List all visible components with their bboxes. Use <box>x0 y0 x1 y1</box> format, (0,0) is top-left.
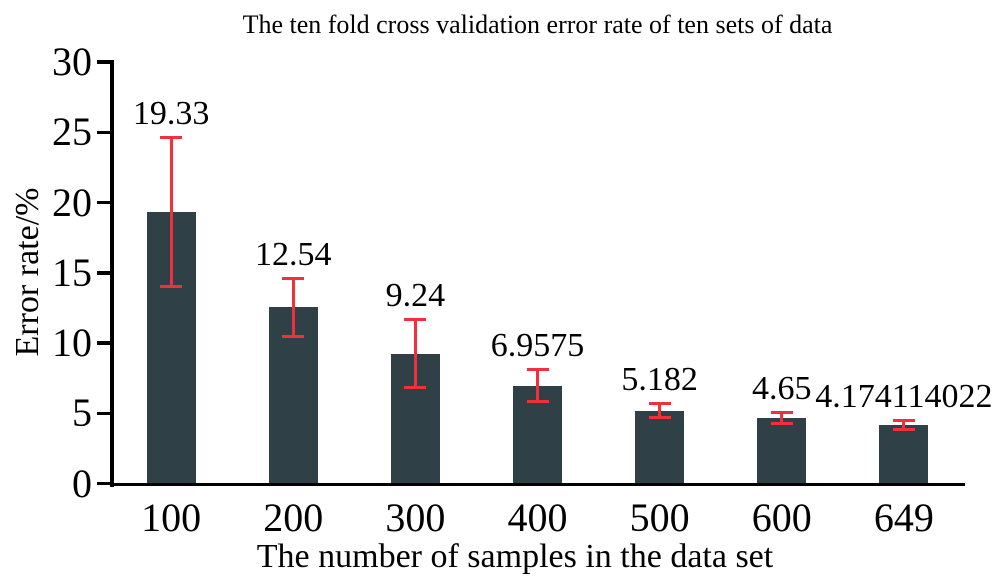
x-tick-label: 300 <box>385 495 446 540</box>
bar-value-label: 19.33 <box>132 95 210 133</box>
bar-value-label: 5.182 <box>621 361 698 399</box>
error-bar-cap-top <box>892 418 915 422</box>
error-bar-line <box>291 278 295 337</box>
x-tick-label: 500 <box>629 495 690 540</box>
y-tick-label: 5 <box>72 390 92 436</box>
error-bar-line <box>902 420 906 430</box>
error-bar-cap-bottom <box>770 422 793 426</box>
error-bar-cap-top <box>282 276 305 280</box>
x-tick-label: 400 <box>507 495 568 540</box>
bar-value-label: 4.174114022 <box>815 377 993 415</box>
error-bar-cap-bottom <box>648 416 671 419</box>
x-axis-line <box>110 482 965 486</box>
error-bar-cap-top <box>404 317 427 321</box>
y-tick-label: 0 <box>72 460 92 506</box>
x-tick-label: 100 <box>141 495 202 540</box>
y-tick-label: 25 <box>52 109 92 155</box>
error-bar-cap-top <box>160 136 183 140</box>
y-tick-label: 20 <box>52 179 92 225</box>
error-bar-cap-top <box>526 368 549 372</box>
y-tick-mark <box>97 411 110 415</box>
y-tick-mark <box>97 130 110 134</box>
x-axis-title: The number of samples in the data set <box>256 538 774 575</box>
bar-value-label: 4.65 <box>752 370 812 408</box>
x-tick-label: 600 <box>751 495 812 540</box>
y-tick-label: 10 <box>52 320 92 365</box>
y-tick-mark <box>97 341 110 345</box>
bar-value-label: 6.9575 <box>490 327 585 365</box>
y-tick-mark <box>97 60 110 64</box>
error-bar-line <box>536 370 539 402</box>
bar-value-label: 12.54 <box>254 235 332 273</box>
y-tick-label: 15 <box>52 249 92 295</box>
y-tick-mark <box>97 481 110 486</box>
error-bar-cap-bottom <box>526 400 549 404</box>
error-bar-cap-top <box>648 402 671 406</box>
x-tick-label: 649 <box>873 495 934 540</box>
bar <box>879 424 929 484</box>
bar <box>757 418 807 484</box>
error-bar-cap-top <box>770 411 793 415</box>
y-tick-mark <box>97 200 110 205</box>
bar <box>635 410 685 484</box>
error-bar-cap-bottom <box>404 386 427 390</box>
error-bar-cap-bottom <box>160 284 183 288</box>
error-bar-line <box>169 138 173 286</box>
y-axis-line <box>110 60 114 487</box>
bar-value-label: 9.24 <box>385 276 446 314</box>
y-tick-mark <box>97 271 110 275</box>
error-bar-cap-bottom <box>892 428 915 432</box>
chart-title: The ten fold cross validation error rate… <box>242 10 833 39</box>
y-tick-label: 30 <box>52 39 92 84</box>
error-bar-line <box>658 404 662 417</box>
error-bar-line <box>413 319 417 388</box>
x-tick-label: 200 <box>263 495 324 540</box>
error-bar-cap-bottom <box>282 335 305 339</box>
error-bar-line <box>780 413 784 424</box>
